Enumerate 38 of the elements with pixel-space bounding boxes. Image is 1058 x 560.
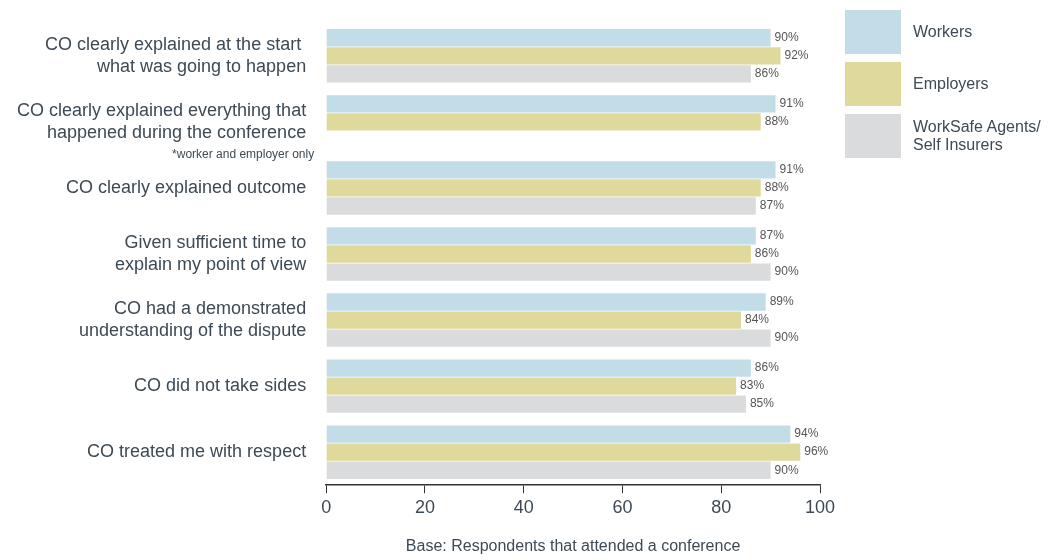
data-label: 83% (740, 378, 765, 393)
data-label: 86% (754, 66, 780, 81)
text: WorkSafe Agents/ Self Insurers (913, 118, 1042, 154)
x-tick-label: 80 (711, 496, 732, 517)
data-label: 87% (759, 228, 785, 243)
y-tick-label: CO clearly explained everything that happened during the conference (17, 100, 307, 142)
y-tick-label: CO clearly explained outcome (66, 176, 307, 197)
data-label: 92% (784, 48, 809, 63)
data-label: 94% (794, 426, 819, 441)
x-tick-label: 100 (804, 496, 836, 517)
data-label: 87% (759, 198, 785, 213)
y-tick-label: CO clearly explained at the start what was going to happen (45, 34, 307, 76)
data-label: 89% (769, 294, 795, 309)
data-label: 90% (774, 30, 799, 45)
data-label: 86% (754, 360, 780, 375)
data-label: 96% (804, 444, 829, 459)
x-axis-title: Base: Respondents that attended a conference (405, 536, 741, 554)
y-tick-label: CO did not take sides (134, 375, 307, 396)
y-tick-label: CO treated me with respect (87, 441, 307, 462)
y-tick-label: CO had a demonstrated understanding of the dispute (78, 298, 307, 340)
data-label: 84% (744, 312, 770, 327)
data-label: 88% (764, 114, 790, 129)
data-label: 86% (754, 246, 780, 261)
data-label: 90% (774, 330, 799, 345)
text: Employers (913, 75, 990, 93)
text: Workers (913, 23, 974, 41)
data-label: 85% (749, 396, 775, 411)
text: *worker and employer only (172, 147, 315, 162)
x-tick-label: 40 (513, 496, 534, 517)
data-label: 91% (779, 96, 804, 111)
data-label: 90% (774, 462, 799, 477)
y-tick-label: Given sufficient time to explain my point of view (115, 232, 308, 274)
data-label: 90% (774, 264, 799, 279)
data-label: 88% (764, 180, 790, 195)
x-tick-label: 20 (414, 496, 435, 517)
x-tick-label: 0 (321, 496, 332, 517)
data-label: 91% (779, 162, 804, 177)
x-tick-label: 60 (612, 496, 633, 517)
